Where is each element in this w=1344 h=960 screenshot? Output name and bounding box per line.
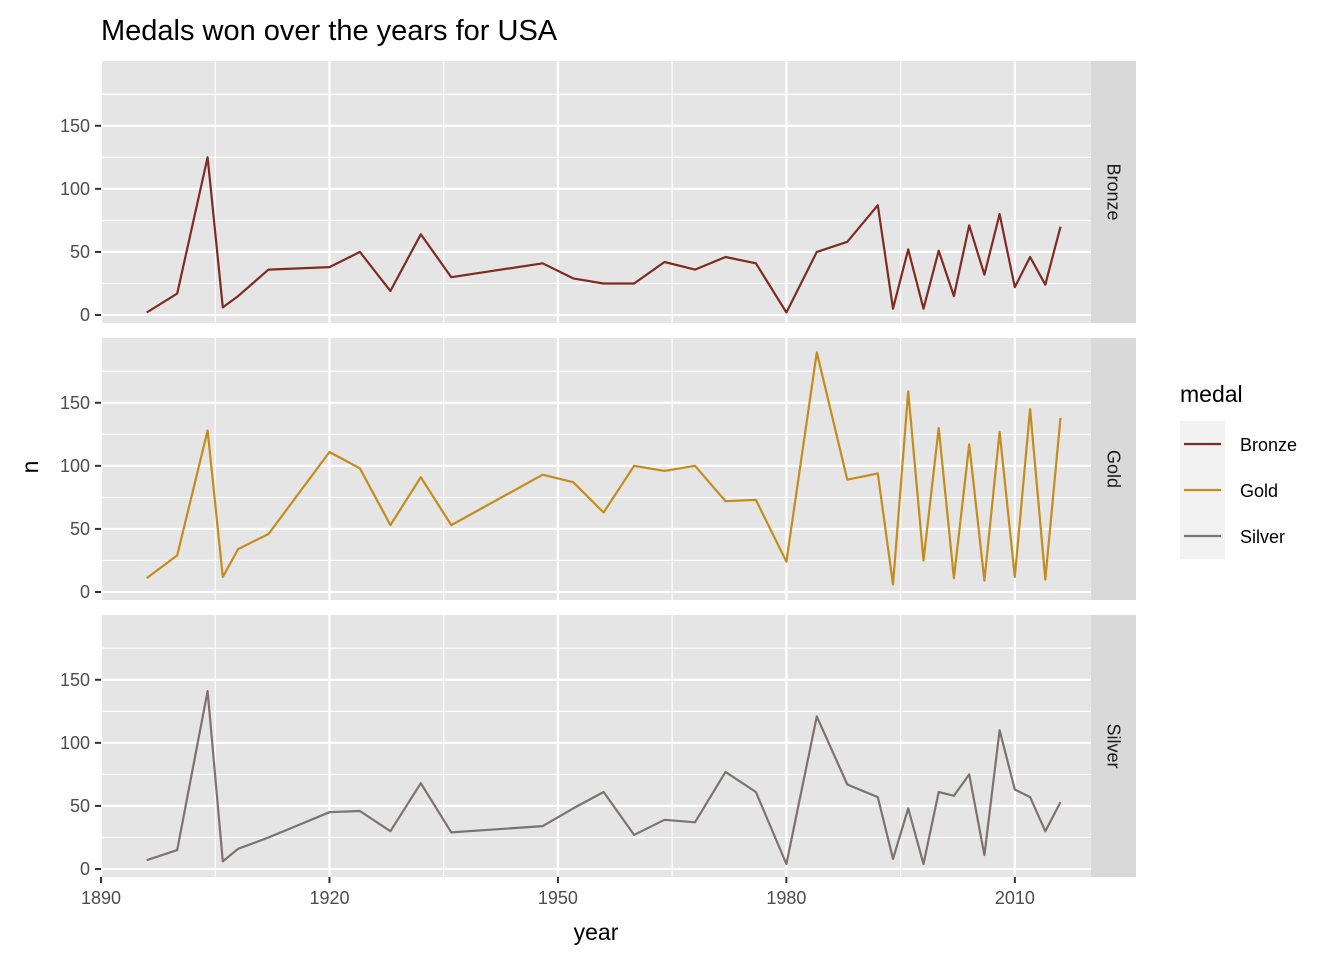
legend-label-bronze: Bronze — [1240, 435, 1297, 455]
facet-strip-gold — [1091, 338, 1136, 600]
y-tick-label: 0 — [80, 582, 90, 602]
legend-label-silver: Silver — [1240, 527, 1285, 547]
y-tick-label: 150 — [60, 393, 90, 413]
facet-panel-silver: 0 50 100 150 Silver — [60, 615, 1136, 879]
facet-panels: 0 50 100 150 Bronze 0 50 100 150 Gold 0 50 100 150 Sil… — [60, 61, 1136, 879]
x-tick-label: 1950 — [538, 888, 578, 908]
legend-item-gold: Gold — [1180, 467, 1278, 513]
y-tick-label: 100 — [60, 179, 90, 199]
panel-background-silver — [101, 615, 1091, 877]
series-line-gold — [146, 351, 1062, 586]
y-tick-label: 0 — [80, 859, 90, 879]
legend-title: medal — [1180, 381, 1243, 407]
facet-strip-bronze — [1091, 61, 1136, 323]
legend: medal Bronze Gold Silver — [1180, 381, 1297, 559]
x-axis-title: year — [574, 919, 619, 945]
facet-strip-label-silver: Silver — [1104, 723, 1124, 768]
y-tick-label: 100 — [60, 733, 90, 753]
y-tick-label: 50 — [70, 796, 90, 816]
y-tick-label: 50 — [70, 519, 90, 539]
legend-items: Bronze Gold Silver — [1180, 421, 1297, 559]
facet-panel-gold: 0 50 100 150 Gold — [60, 338, 1136, 602]
y-axis-title: n — [17, 461, 43, 474]
facet-panel-bronze: 0 50 100 150 Bronze — [60, 61, 1136, 325]
series-line-bronze — [146, 156, 1062, 314]
panel-background-bronze — [101, 61, 1091, 323]
x-tick-label: 2010 — [995, 888, 1035, 908]
y-tick-label: 150 — [60, 670, 90, 690]
y-tick-label: 150 — [60, 116, 90, 136]
x-axis: 1890 1920 1950 1980 2010 — [81, 877, 1035, 908]
y-tick-label: 100 — [60, 456, 90, 476]
chart-title: Medals won over the years for USA — [101, 15, 558, 47]
facet-strip-label-gold: Gold — [1104, 450, 1124, 488]
x-tick-label: 1890 — [81, 888, 121, 908]
facet-strip-silver — [1091, 615, 1136, 877]
legend-item-silver: Silver — [1180, 513, 1285, 559]
x-tick-label: 1980 — [766, 888, 806, 908]
legend-label-gold: Gold — [1240, 481, 1278, 501]
x-tick-label: 1920 — [309, 888, 349, 908]
facet-strip-label-bronze: Bronze — [1104, 163, 1124, 220]
y-tick-label: 0 — [80, 305, 90, 325]
panel-background-gold — [101, 338, 1091, 600]
y-tick-label: 50 — [70, 242, 90, 262]
legend-item-bronze: Bronze — [1180, 421, 1297, 467]
series-line-silver — [146, 690, 1062, 866]
